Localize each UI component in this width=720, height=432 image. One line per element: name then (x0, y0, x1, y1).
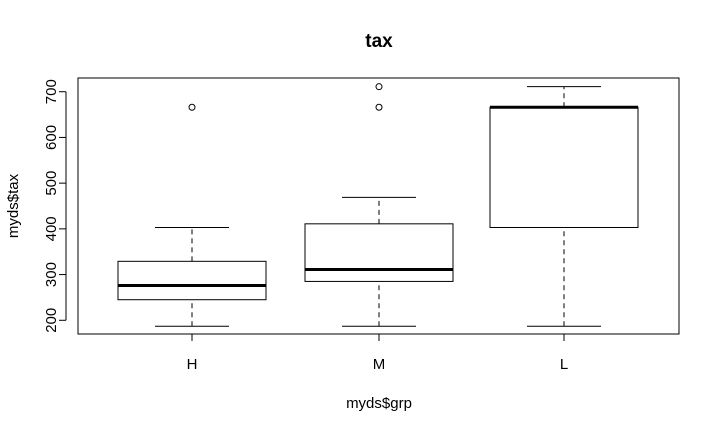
y-tick-label: 600 (43, 125, 60, 150)
box-series (117, 83, 639, 327)
y-tick-label: 700 (43, 79, 60, 104)
outlier-point (375, 83, 383, 91)
y-tick-label: 200 (43, 308, 60, 333)
y-tick-label: 500 (43, 171, 60, 196)
box-L (489, 86, 639, 327)
y-axis-label: myds$tax (5, 173, 22, 238)
outlier-point (375, 103, 383, 111)
x-tick-label: H (187, 356, 198, 373)
y-axis: 200 300 400 500 600 700 (43, 79, 67, 333)
x-axis-label: myds$grp (346, 395, 412, 412)
x-tick-label: M (373, 356, 386, 373)
chart-title: tax (365, 31, 393, 52)
iqr-box (489, 106, 639, 228)
iqr-box (304, 223, 454, 282)
box-M (304, 83, 454, 327)
y-tick-label: 400 (43, 216, 60, 241)
y-tick-label: 300 (43, 262, 60, 287)
iqr-box (117, 260, 267, 301)
box-H (117, 103, 267, 327)
x-tick-label: L (560, 356, 568, 373)
outlier-point (188, 103, 196, 111)
